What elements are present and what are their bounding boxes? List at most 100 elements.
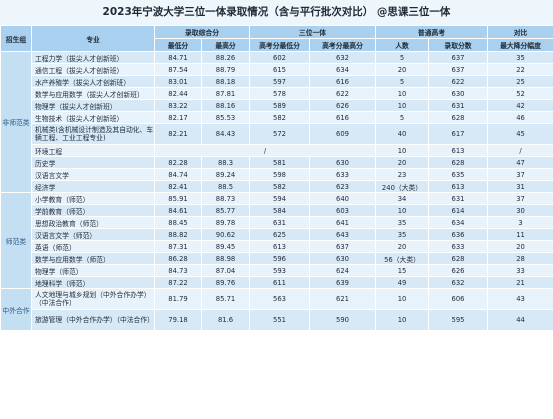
major-cell: 地理科学（师范） (31, 276, 155, 289)
table-row: 数学与应用数学（师范） 86.28 88.98 596 630 56（大类） 6… (1, 252, 553, 265)
admit-score-cell: 614 (428, 204, 489, 217)
max-score-cell: 90.62 (200, 228, 251, 241)
gk-max-cell: 624 (309, 264, 377, 277)
table-row: 环境工程 / 10 613 / (1, 144, 553, 157)
max-drop-cell: 22 (487, 63, 553, 76)
header-min-score: 最低分 (154, 38, 202, 52)
gk-max-cell: 641 (309, 216, 377, 229)
max-score-cell: 88.16 (200, 99, 251, 112)
max-drop-cell: 35 (487, 51, 553, 64)
table-row: 生物技术（拔尖人才创新班） 82.17 85.53 582 616 5 628 … (1, 111, 553, 124)
max-score-cell: 89.45 (200, 240, 251, 253)
merged-score-cell: / (153, 144, 377, 157)
category-cell-coop: 中外合作 (0, 288, 32, 331)
gk-min-cell: 631 (249, 216, 311, 229)
header-group-compare: 对比 (487, 25, 553, 39)
category-cell-normal: 师范类 (0, 192, 32, 289)
major-cell: 环境工程 (31, 144, 155, 157)
major-cell: 汉语言文学（师范） (31, 228, 155, 241)
gk-max-cell: 633 (309, 168, 377, 181)
max-score-cell: 89.76 (200, 276, 251, 289)
gk-min-cell: 625 (249, 228, 311, 241)
gk-max-cell: 622 (309, 87, 377, 100)
admit-score-cell: 637 (428, 63, 489, 76)
min-score-cell: 88.82 (154, 228, 202, 241)
header-gk-min: 高考分最低分 (249, 38, 311, 52)
table-row: 数学与应用数学（拔尖人才创新班） 82.44 87.81 578 622 10 … (1, 87, 553, 100)
admit-score-cell: 635 (428, 168, 489, 181)
max-score-cell: 85.77 (200, 204, 251, 217)
count-cell: 5 (375, 51, 430, 64)
gk-min-cell: 596 (249, 252, 311, 265)
admit-score-cell: 595 (428, 309, 489, 331)
max-score-cell: 88.26 (200, 51, 251, 64)
major-cell: 通信工程（拔尖人才创新班） (31, 63, 155, 76)
table-row: 水产养殖学（拔尖人才创新班） 83.01 88.18 597 616 5 622… (1, 75, 553, 88)
gk-min-cell: 611 (249, 276, 311, 289)
table-row: 学前教育（师范） 84.61 85.77 584 603 10 614 30 (1, 204, 553, 217)
min-score-cell: 86.28 (154, 252, 202, 265)
major-cell: 物理学（拔尖人才创新班） (31, 99, 155, 112)
count-cell: 15 (375, 264, 430, 277)
min-score-cell: 84.61 (154, 204, 202, 217)
gk-min-cell: 582 (249, 180, 311, 193)
min-score-cell: 83.22 (154, 99, 202, 112)
gk-max-cell: 643 (309, 228, 377, 241)
count-cell: 56（大类） (375, 252, 430, 265)
table-row: 思想政治教育（师范） 88.45 89.78 631 641 35 634 3 (1, 216, 553, 229)
header-gk-max: 高考分最高分 (309, 38, 377, 52)
admit-score-cell: 630 (428, 87, 489, 100)
admit-score-cell: 636 (428, 228, 489, 241)
header-category: 招生组 (0, 25, 32, 52)
table-row: 英语（师范） 87.31 89.45 613 637 20 633 20 (1, 240, 553, 253)
count-cell: 10 (375, 99, 430, 112)
major-cell: 历史学 (31, 156, 155, 169)
admit-score-cell: 626 (428, 264, 489, 277)
min-score-cell: 87.54 (154, 63, 202, 76)
table-row: 旅游管理（中外合作办学）（中法合作） 79.18 81.6 551 590 10… (1, 309, 553, 331)
major-cell: 汉语言文学 (31, 168, 155, 181)
min-score-cell: 84.71 (154, 51, 202, 64)
count-cell: 10 (375, 87, 430, 100)
admit-score-cell: 613 (428, 180, 489, 193)
gk-max-cell: 626 (309, 99, 377, 112)
admit-score-cell: 631 (428, 192, 489, 205)
table-row: 汉语言文学（师范） 88.82 90.62 625 643 35 636 11 (1, 228, 553, 241)
table-row: 地理科学（师范） 87.22 89.76 611 639 49 632 21 (1, 276, 553, 289)
min-score-cell: 87.31 (154, 240, 202, 253)
count-cell: 20 (375, 240, 430, 253)
category-cell-non-normal: 非师范类 (0, 51, 32, 193)
table-row: 通信工程（拔尖人才创新班） 87.54 88.79 615 634 20 637… (1, 63, 553, 76)
max-drop-cell: 21 (487, 276, 553, 289)
admit-score-cell: 628 (428, 111, 489, 124)
max-drop-cell: 43 (487, 288, 553, 310)
max-score-cell: 88.5 (200, 180, 251, 193)
count-cell: 40 (375, 123, 430, 145)
count-cell: 10 (375, 309, 430, 331)
min-score-cell: 82.44 (154, 87, 202, 100)
min-score-cell: 88.45 (154, 216, 202, 229)
gk-min-cell: 594 (249, 192, 311, 205)
major-cell: 英语（师范） (31, 240, 155, 253)
max-drop-cell: / (487, 144, 553, 157)
gk-max-cell: 609 (309, 123, 377, 145)
admission-table: 招生组 专业 录取综合分 三位一体 普通高考 对比 最低分 最高分 高考分最低分… (0, 25, 553, 331)
min-score-cell: 83.01 (154, 75, 202, 88)
max-score-cell: 85.71 (200, 288, 251, 310)
count-cell: 5 (375, 75, 430, 88)
max-drop-cell: 25 (487, 75, 553, 88)
max-drop-cell: 33 (487, 264, 553, 277)
min-score-cell: 79.18 (154, 309, 202, 331)
major-cell: 工程力学（拔尖人才创新班） (31, 51, 155, 64)
min-score-cell: 84.73 (154, 264, 202, 277)
max-score-cell: 89.78 (200, 216, 251, 229)
header-group-normal: 普通高考 (375, 25, 489, 39)
count-cell: 240（大类） (375, 180, 430, 193)
page-title: 2023年宁波大学三位一体录取情况（含与平行批次对比） @思课三位一体 (0, 0, 553, 25)
count-cell: 34 (375, 192, 430, 205)
gk-min-cell: 582 (249, 111, 311, 124)
major-cell: 人文地理与城乡规划（中外合作办学）（中法合作） (31, 288, 155, 310)
header-group-score: 录取综合分 (153, 25, 251, 39)
count-cell: 23 (375, 168, 430, 181)
major-cell: 经济学 (31, 180, 155, 193)
